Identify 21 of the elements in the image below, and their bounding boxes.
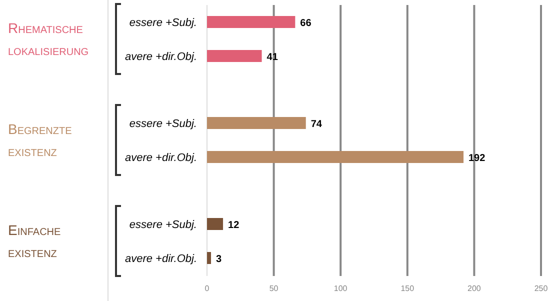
data-label: 74 (310, 119, 322, 130)
x-tick-label: 0 (204, 284, 210, 293)
x-tick-label: 150 (400, 284, 415, 293)
data-label: 192 (468, 153, 486, 164)
text: Rhematische lokalisierung (8, 20, 89, 58)
y-tick-label: avere +dir.Obj. (124, 51, 197, 63)
x-tick-label: 250 (534, 284, 548, 293)
x-tick-label: 200 (468, 284, 482, 293)
x-tick-label: 100 (334, 284, 348, 293)
x-tick-label: 50 (269, 284, 279, 293)
data-label: 3 (216, 254, 222, 265)
data-label: 66 (300, 18, 312, 29)
text: Begrenzte existenz (8, 121, 72, 159)
y-tick-label: avere +dir.Obj. (124, 253, 197, 265)
y-tick-label: essere +Subj. (129, 219, 197, 231)
y-tick-label: avere +dir.Obj. (124, 152, 197, 164)
data-label: 41 (266, 52, 278, 63)
text: Einfache existenz (8, 222, 62, 260)
y-tick-label: essere +Subj. (129, 118, 197, 130)
data-label: 12 (228, 220, 240, 231)
y-tick-label: essere +Subj. (129, 17, 197, 29)
